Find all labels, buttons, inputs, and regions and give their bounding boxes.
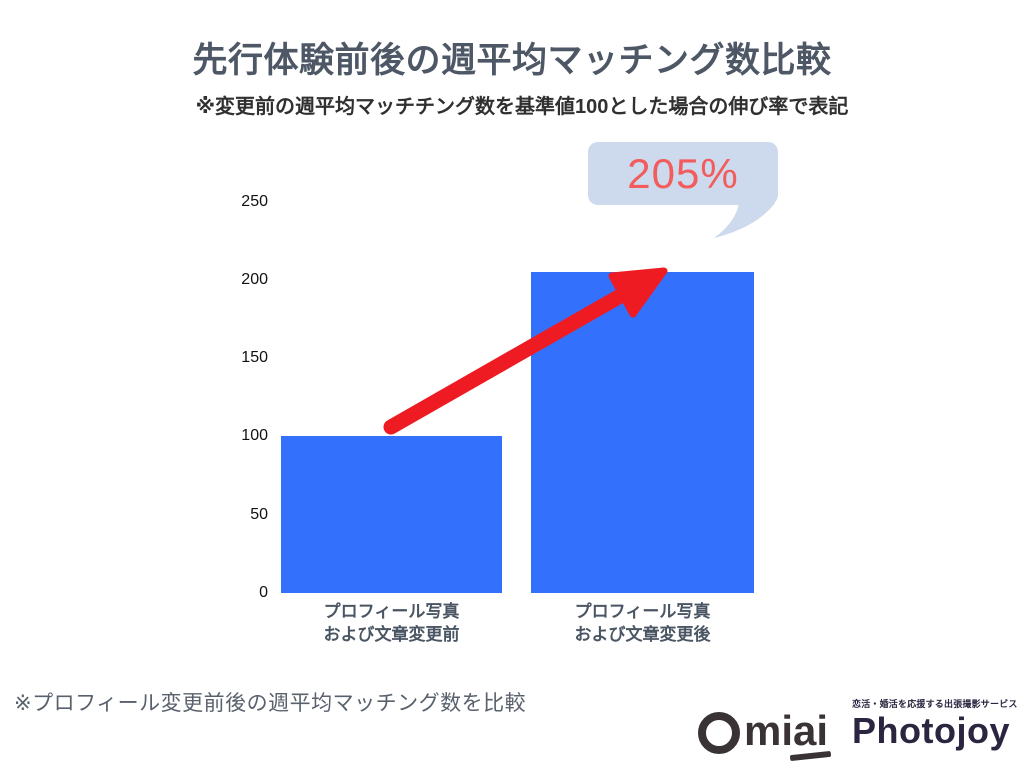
footnote: ※プロフィール変更前後の週平均マッチング数を比較 (14, 692, 527, 715)
x-axis-label-line: プロフィール写真 (323, 602, 460, 621)
x-axis-label-before: プロフィール写真 および文章変更前 (281, 601, 502, 647)
callout-bubble-tail (714, 203, 775, 238)
omiai-logo-text-ai: ai (793, 707, 829, 754)
omiai-logo: mi ai (698, 707, 828, 755)
photojoy-logo-text: Photojoy (852, 710, 1010, 751)
bar-before-change (281, 436, 502, 593)
y-axis-tick-label: 200 (241, 270, 268, 288)
photojoy-logo: 恋活・婚活を応援する出張撮影サービス Photojoy (852, 697, 1020, 751)
callout-bubble: 205% (588, 142, 778, 205)
y-axis-tick-label: 50 (250, 505, 268, 523)
chart-subtitle: ※変更前の週平均マッチチング数を基準値100とした場合の伸び率で表記 (195, 96, 849, 118)
y-axis-tick-label: 100 (241, 427, 268, 445)
omiai-logo-text-mi: mi (744, 707, 794, 754)
x-axis-label-after: プロフィール写真 および文章変更後 (531, 601, 754, 647)
callout-value: 205% (627, 149, 739, 197)
y-axis-tick-label: 150 (241, 349, 268, 367)
omiai-o-ring-icon (698, 712, 740, 754)
y-axis-tick-label: 250 (241, 192, 268, 210)
x-axis-label-line: プロフィール写真 (574, 602, 711, 621)
y-axis-tick-label: 0 (259, 584, 268, 601)
photojoy-tagline: 恋活・婚活を応援する出張撮影サービス (852, 699, 1018, 709)
bar-after-change (531, 272, 754, 593)
x-axis-label-line: および文章変更前 (323, 624, 460, 644)
chart-title: 先行体験前後の週平均マッチング数比較 (192, 41, 832, 80)
x-axis-label-line: および文章変更後 (574, 624, 711, 644)
